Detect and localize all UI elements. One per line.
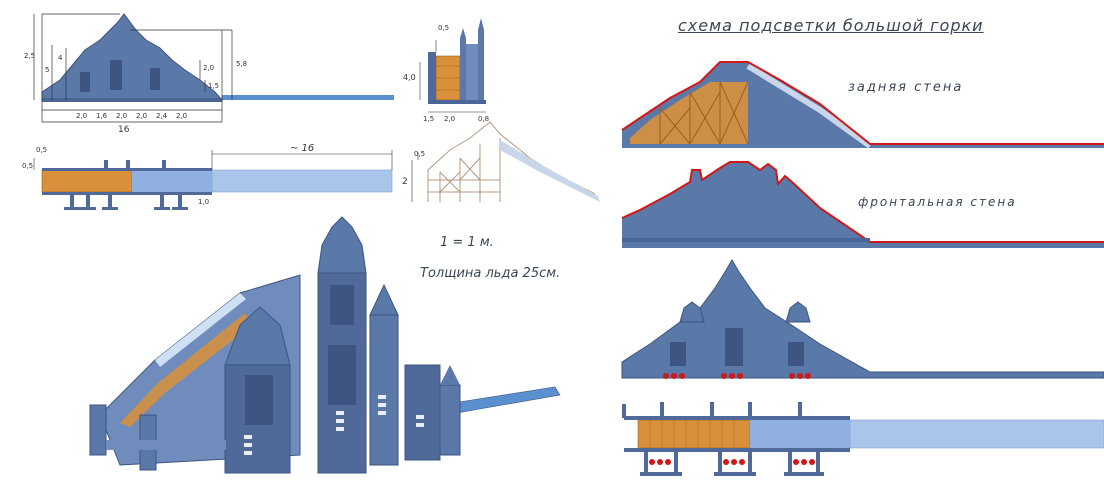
iso-dim-height: 2 [402, 177, 408, 187]
plan-dim-length: ~ 16 [290, 143, 314, 154]
dim-total-width: 16 [118, 125, 130, 135]
scale-note: 1 = 1 м. [440, 235, 494, 250]
back-wall-label: задняя стена [848, 80, 964, 95]
dim-small-right-2: 1,5 [208, 82, 219, 90]
dim-height-left: 2,5 [24, 52, 35, 60]
side-section-drawing: 0,5 4,0 1,5 2,0 0,8 [403, 18, 489, 123]
ice-thickness-note: Толщина льда 25см. [420, 266, 561, 281]
front-wall-label: фронтальная стена [858, 195, 1017, 209]
dim-bottom-3: 2,0 [116, 112, 127, 120]
dim-bottom-1: 2,0 [76, 112, 87, 120]
dim-height-a: 5 [45, 66, 49, 74]
side-dim-height: 4,0 [403, 73, 416, 82]
back-wall-drawing [621, 61, 1104, 149]
dim-bottom-6: 2,0 [176, 112, 187, 120]
plan-dim-post: 1,0 [198, 198, 209, 206]
plan-lights-drawing [622, 402, 1104, 476]
side-dim-bottom-2: 2,0 [444, 115, 455, 123]
dim-height-right: 5,8 [236, 60, 247, 68]
dim-bottom-5: 2,4 [156, 112, 168, 120]
lighting-scheme-title: схема подсветки большой горки [678, 16, 984, 35]
render-3d [89, 216, 561, 474]
iso-sketch-drawing: 0,5 2 [402, 121, 600, 202]
dim-small-right-1: 2,0 [203, 64, 214, 72]
front-elevation-drawing: 2,5 5 4 5,8 2,0 1,5 2,0 1,6 2,0 2,0 2,4 … [24, 13, 394, 135]
iso-dim-top: 0,5 [414, 150, 425, 158]
plan-dim-left-side: 0,5 [22, 162, 33, 170]
side-dim-bottom-3: 0,8 [478, 115, 489, 123]
front-wall-drawing [621, 161, 1104, 248]
dim-height-b: 4 [58, 54, 63, 62]
dim-bottom-2: 1,6 [96, 112, 108, 120]
plan-dim-left-top: 0,5 [36, 146, 47, 154]
facade-lights-drawing [621, 259, 1104, 379]
dim-bottom-4: 2,0 [136, 112, 147, 120]
side-dim-bottom-1: 1,5 [423, 115, 434, 123]
plan-view-drawing: ~ 16 0,5 0,5 1,0 [22, 143, 393, 210]
side-dim-top: 0,5 [438, 24, 449, 32]
